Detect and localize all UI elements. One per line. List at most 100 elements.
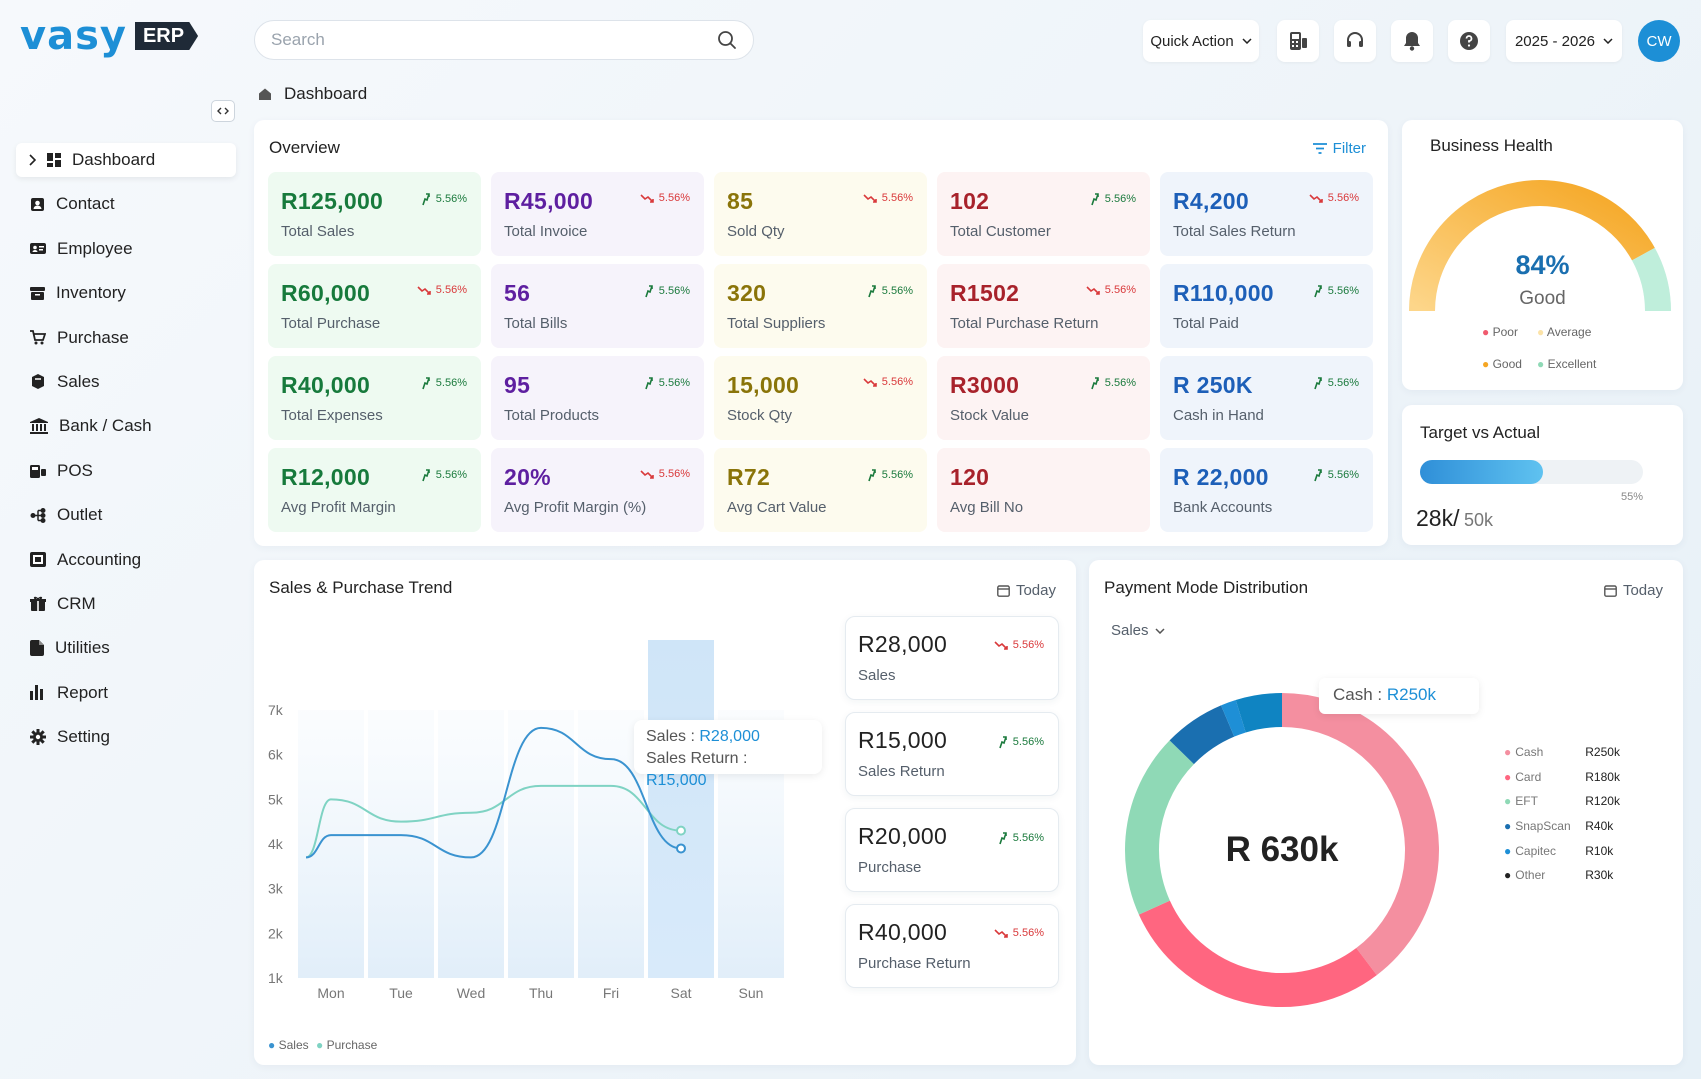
donut-slice-eft[interactable] xyxy=(1125,740,1195,915)
highlight-point[interactable] xyxy=(676,825,686,836)
overview-tile[interactable]: 15,000 Stock Qty 5.56% xyxy=(714,356,927,440)
trend-period-button[interactable]: Today xyxy=(997,582,1056,599)
chevron-down-icon xyxy=(1603,38,1613,44)
search-input[interactable] xyxy=(271,30,717,50)
trend-stat-card[interactable]: R15,000 Sales Return 5.56% xyxy=(845,712,1059,796)
overview-tile[interactable]: 320 Total Suppliers 5.56% xyxy=(714,264,927,348)
fiscal-year-select[interactable]: 2025 - 2026 xyxy=(1506,20,1622,62)
sidebar-item-contact[interactable]: Contact xyxy=(16,187,236,221)
overview-tile[interactable]: R1502 Total Purchase Return 5.56% xyxy=(937,264,1150,348)
search-icon[interactable] xyxy=(717,30,737,50)
y-tick-label: 4k xyxy=(268,836,284,852)
overview-tile[interactable]: R125,000 Total Sales 5.56% xyxy=(268,172,481,256)
day-column[interactable] xyxy=(298,710,364,978)
donut-slice-cash[interactable] xyxy=(1281,693,1439,976)
legend-value: R250k xyxy=(1585,745,1620,760)
tile-trend: 5.56% xyxy=(863,376,913,388)
overview-tile[interactable]: R12,000 Avg Profit Margin 5.56% xyxy=(268,448,481,532)
highlight-point[interactable] xyxy=(676,843,686,854)
quick-action-button[interactable]: Quick Action xyxy=(1143,20,1259,62)
donut-slice-capitec[interactable] xyxy=(1221,699,1246,737)
overview-tile[interactable]: R40,000 Total Expenses 5.56% xyxy=(268,356,481,440)
overview-tile[interactable]: 56 Total Bills 5.56% xyxy=(491,264,704,348)
notifications-button[interactable] xyxy=(1391,20,1433,62)
help-button[interactable] xyxy=(1448,20,1490,62)
page-title: Dashboard xyxy=(284,84,368,103)
tile-trend: 5.56% xyxy=(1313,468,1359,482)
day-column[interactable] xyxy=(648,640,714,978)
tile-trend: 5.56% xyxy=(1090,192,1136,206)
trend-stat-card[interactable]: R20,000 Purchase 5.56% xyxy=(845,808,1059,892)
sales-icon xyxy=(32,374,44,390)
home-icon[interactable] xyxy=(258,87,272,101)
tile-trend: 5.56% xyxy=(417,284,467,296)
stat-trend: 5.56% xyxy=(994,639,1044,651)
payment-type-select[interactable]: Sales xyxy=(1111,622,1165,639)
sidebar-item-pos[interactable]: POS xyxy=(16,454,236,488)
payment-legend-item: ● Card R180k xyxy=(1504,765,1654,790)
sidebar-item-setting[interactable]: Setting xyxy=(16,720,236,754)
day-column[interactable] xyxy=(438,710,504,978)
overview-tile[interactable]: R4,200 Total Sales Return 5.56% xyxy=(1160,172,1373,256)
sidebar-item-outlet[interactable]: Outlet xyxy=(16,498,236,532)
x-tick-label: Fri xyxy=(603,985,619,1001)
support-button[interactable] xyxy=(1334,20,1376,62)
donut-slice-other[interactable] xyxy=(1235,693,1283,733)
payment-legend-item: ● Capitec R10k xyxy=(1504,838,1654,863)
overview-tile[interactable]: R72 Avg Cart Value 5.56% xyxy=(714,448,927,532)
day-column[interactable] xyxy=(368,710,434,978)
overview-tile[interactable]: 120 Avg Bill No xyxy=(937,448,1150,532)
sidebar-item-crm[interactable]: CRM xyxy=(16,587,236,621)
sidebar-item-bank-cash[interactable]: Bank / Cash xyxy=(16,409,236,443)
overview-tile[interactable]: R60,000 Total Purchase 5.56% xyxy=(268,264,481,348)
tile-label: Stock Qty xyxy=(727,407,793,424)
x-tick-label: Tue xyxy=(389,985,413,1001)
contact-icon xyxy=(31,197,44,211)
sidebar-item-report[interactable]: Report xyxy=(16,676,236,710)
trend-stat-card[interactable]: R28,000 Sales 5.56% xyxy=(845,616,1059,700)
bank-icon xyxy=(30,418,48,435)
sidebar-item-accounting[interactable]: Accounting xyxy=(16,543,236,577)
sidebar-collapse-button[interactable] xyxy=(211,100,235,122)
donut-slice-snapscan[interactable] xyxy=(1169,705,1235,765)
trend-stat-card[interactable]: R40,000 Purchase Return 5.56% xyxy=(845,904,1059,988)
sidebar-item-label: Inventory xyxy=(56,283,126,303)
overview-tile[interactable]: 20% Avg Profit Margin (%) 5.56% xyxy=(491,448,704,532)
sidebar-item-purchase[interactable]: Purchase xyxy=(16,321,236,355)
user-avatar[interactable]: CW xyxy=(1638,20,1680,62)
overview-tile[interactable]: 95 Total Products 5.56% xyxy=(491,356,704,440)
sidebar-item-dashboard[interactable]: Dashboard xyxy=(16,143,236,177)
report-icon xyxy=(30,685,43,701)
sidebar-item-sales[interactable]: Sales xyxy=(16,365,236,399)
tile-trend: 5.56% xyxy=(1090,376,1136,390)
overview-tile[interactable]: R3000 Stock Value 5.56% xyxy=(937,356,1150,440)
tile-value: R45,000 xyxy=(504,188,594,214)
overview-tile[interactable]: 102 Total Customer 5.56% xyxy=(937,172,1150,256)
health-status: Good xyxy=(1519,288,1566,309)
brand-logo[interactable]: vasy ERP xyxy=(20,14,199,58)
target-title: Target vs Actual xyxy=(1420,423,1541,442)
payment-period-button[interactable]: Today xyxy=(1604,582,1663,599)
overview-tile[interactable]: 85 Sold Qty 5.56% xyxy=(714,172,927,256)
sidebar-item-label: Setting xyxy=(57,727,110,747)
filter-button[interactable]: Filter xyxy=(1312,140,1366,157)
sidebar-item-inventory[interactable]: Inventory xyxy=(16,276,236,310)
overview-tile[interactable]: R45,000 Total Invoice 5.56% xyxy=(491,172,704,256)
overview-tile[interactable]: R 250K Cash in Hand 5.56% xyxy=(1160,356,1373,440)
overview-tile[interactable]: R 22,000 Bank Accounts 5.56% xyxy=(1160,448,1373,532)
sidebar-item-employee[interactable]: Employee xyxy=(16,232,236,266)
pos-terminal-button[interactable] xyxy=(1277,20,1319,62)
code-arrows-icon xyxy=(217,107,229,115)
overview-tile[interactable]: R110,000 Total Paid 5.56% xyxy=(1160,264,1373,348)
chevron-right-icon xyxy=(29,154,36,166)
sidebar-item-utilities[interactable]: Utilities xyxy=(16,631,236,665)
payment-legend-item: ● Other R30k xyxy=(1504,863,1654,888)
pos-icon xyxy=(30,465,46,479)
day-column[interactable] xyxy=(508,710,574,978)
trend-chart: Mon Tue Wed Thu Fri Sat Sun 1k 2k 3k 4k 5k 6k 7k xyxy=(268,640,784,1001)
help-icon xyxy=(1460,32,1478,50)
tile-value: R 22,000 xyxy=(1173,464,1269,490)
tile-value: R72 xyxy=(727,464,771,490)
donut-slice-card[interactable] xyxy=(1138,900,1377,1007)
legend-label: Other xyxy=(1515,868,1546,883)
